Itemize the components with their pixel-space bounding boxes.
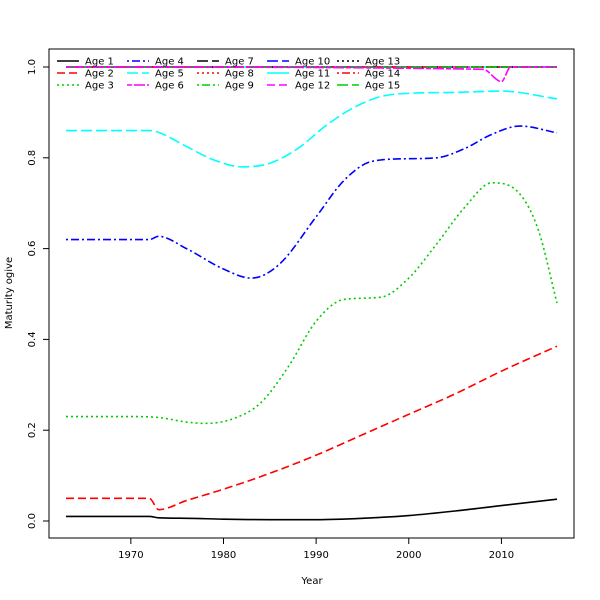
y-tick-label: 0.0 — [27, 513, 38, 529]
legend-item-age-4: Age 4 — [127, 57, 184, 68]
legend-label: Age 8 — [225, 69, 254, 80]
x-tick-label: 2000 — [396, 550, 421, 561]
legend-item-age-1: Age 1 — [57, 57, 114, 68]
legend-item-age-9: Age 9 — [197, 81, 254, 92]
legend-item-age-14: Age 14 — [337, 69, 400, 80]
y-tick-label: 0.4 — [27, 331, 38, 347]
x-tick-label: 1990 — [303, 550, 328, 561]
axes-layer: 1970 1980 1990 2000 2010 0.0 0.2 0.4 0.6 0.8 1.0 — [27, 59, 514, 561]
x-tick-label: 2010 — [489, 550, 514, 561]
legend-label: Age 13 — [365, 57, 400, 68]
legend-label: Age 14 — [365, 69, 400, 80]
y-tick-label: 0.8 — [27, 150, 38, 166]
legend-label: Age 9 — [225, 81, 254, 92]
legend-item-age-13: Age 13 — [337, 57, 400, 68]
legend-label: Age 7 — [225, 57, 254, 68]
x-tick-label: 1980 — [211, 550, 236, 561]
legend-item-age-5: Age 5 — [127, 69, 184, 80]
legend-label: Age 4 — [155, 57, 184, 68]
series-layer — [65, 66, 558, 521]
legend-item-age-8: Age 8 — [197, 69, 254, 80]
series-line-age-5 — [66, 90, 558, 168]
x-axis-label: Year — [300, 576, 323, 587]
legend-label: Age 12 — [295, 81, 330, 92]
legend-label: Age 10 — [295, 57, 330, 68]
legend-label: Age 1 — [85, 57, 114, 68]
series-line-age-3 — [65, 181, 558, 425]
legend-item-age-15: Age 15 — [337, 81, 400, 92]
legend-label: Age 11 — [295, 69, 330, 80]
legend-item-age-3: Age 3 — [57, 81, 114, 92]
y-tick-label: 0.2 — [27, 422, 38, 438]
legend-label: Age 6 — [155, 81, 184, 92]
legend-label: Age 3 — [85, 81, 114, 92]
legend-item-age-12: Age 12 — [267, 81, 330, 92]
series-line-age-6 — [65, 66, 557, 83]
series-line-age-4 — [66, 125, 558, 279]
y-axis-label: Maturity ogive — [4, 257, 15, 329]
legend-item-age-10: Age 10 — [267, 57, 330, 68]
legend-item-age-2: Age 2 — [57, 69, 114, 80]
series-line-age-1 — [66, 498, 558, 521]
legend-item-age-6: Age 6 — [127, 81, 184, 92]
y-tick-label: 0.6 — [27, 241, 38, 257]
legend-item-age-11: Age 11 — [267, 69, 330, 80]
legend-label: Age 5 — [155, 69, 184, 80]
legend-label: Age 2 — [85, 69, 114, 80]
x-tick-label: 1970 — [118, 550, 143, 561]
legend-item-age-7: Age 7 — [197, 57, 254, 68]
legend-label: Age 15 — [365, 81, 400, 92]
series-line-age-2 — [66, 345, 558, 511]
y-tick-label: 1.0 — [27, 59, 38, 75]
